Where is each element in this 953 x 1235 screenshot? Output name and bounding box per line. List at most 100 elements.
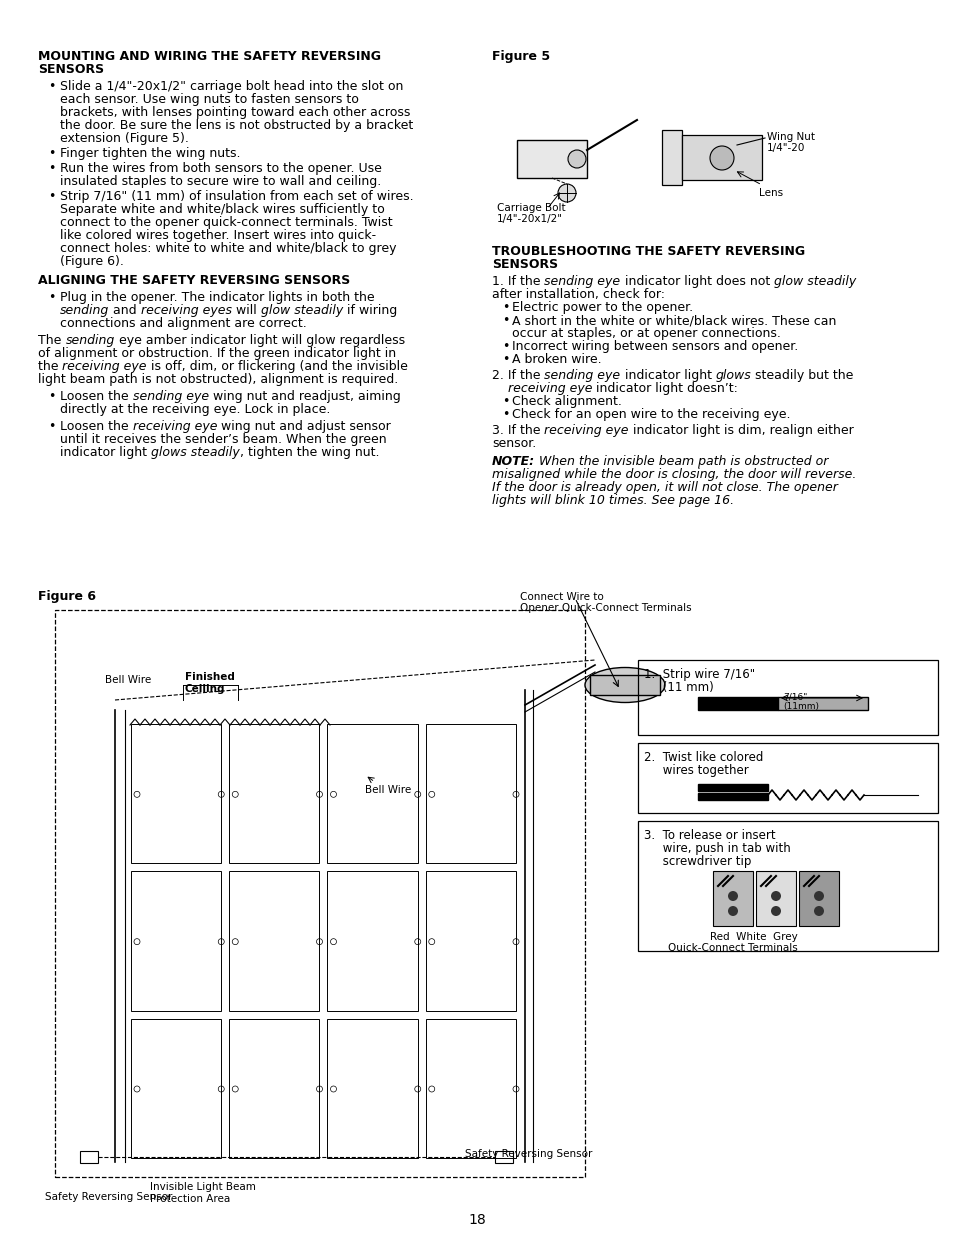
Bar [698,793,767,800]
Bar [698,697,778,710]
Text: receiving eye: receiving eye [132,420,217,433]
Text: (Figure 6).: (Figure 6). [60,254,124,268]
Text: wing nut and adjust sensor: wing nut and adjust sensor [217,420,391,433]
Text: indicator light: indicator light [620,369,715,382]
Text: brackets, with lenses pointing toward each other across: brackets, with lenses pointing toward ea… [60,106,410,119]
Text: will: will [232,304,260,317]
Text: after installation, check for:: after installation, check for: [492,288,664,301]
Bar [229,1019,319,1158]
Text: glow steadily: glow steadily [773,275,855,288]
FancyBboxPatch shape [681,135,761,180]
Bar [589,676,659,695]
Text: •: • [48,420,55,433]
Text: , tighten the wing nut.: , tighten the wing nut. [239,446,379,459]
Text: until it receives the sender’s beam. When the green: until it receives the sender’s beam. Whe… [60,433,386,446]
Text: 2.  Twist like colored: 2. Twist like colored [643,751,762,764]
Text: •: • [48,162,55,175]
Text: •: • [48,291,55,304]
Text: •: • [48,80,55,93]
Text: Safety Reversing Sensor: Safety Reversing Sensor [45,1192,172,1202]
Text: •: • [501,408,509,421]
Circle shape [770,906,781,916]
Bar [327,872,417,1010]
Text: wire, push in tab with: wire, push in tab with [643,842,790,855]
Text: connect holes: white to white and white/black to grey: connect holes: white to white and white/… [60,242,396,254]
Text: Figure 5: Figure 5 [492,49,550,63]
Text: 3. If the: 3. If the [492,424,544,437]
Text: sending: sending [60,304,110,317]
Circle shape [567,149,585,168]
Text: •: • [501,301,509,314]
Text: of alignment or obstruction. If the green indicator light in: of alignment or obstruction. If the gree… [38,347,395,359]
Text: SENSORS: SENSORS [492,258,558,270]
Text: occur at staples, or at opener connections.: occur at staples, or at opener connectio… [512,327,781,340]
Text: Connect Wire to: Connect Wire to [519,592,603,601]
Text: •: • [501,395,509,408]
Text: Loosen the: Loosen the [60,390,132,403]
Circle shape [727,906,738,916]
Text: indicator light is dim, realign either: indicator light is dim, realign either [628,424,853,437]
Text: misaligned while the door is closing, the door will reverse.: misaligned while the door is closing, th… [492,468,856,480]
Bar [327,1019,417,1158]
Bar [755,871,795,926]
Text: A short in the white or white/black wires. These can: A short in the white or white/black wire… [512,314,836,327]
Text: Electric power to the opener.: Electric power to the opener. [512,301,693,314]
Bar [638,659,937,735]
Text: The: The [38,333,66,347]
Text: Separate white and white/black wires sufficiently to: Separate white and white/black wires suf… [60,203,384,216]
Text: connections and alignment are correct.: connections and alignment are correct. [60,317,307,330]
Circle shape [813,906,823,916]
Text: 1.  Strip wire 7/16": 1. Strip wire 7/16" [643,668,755,680]
Bar [425,872,516,1010]
Text: (11 mm): (11 mm) [643,680,713,694]
Text: Check for an open wire to the receiving eye.: Check for an open wire to the receiving … [512,408,790,421]
Text: eye amber indicator light will glow regardless: eye amber indicator light will glow rega… [114,333,404,347]
Text: light beam path is not obstructed), alignment is required.: light beam path is not obstructed), alig… [38,373,397,387]
Text: Finger tighten the wing nuts.: Finger tighten the wing nuts. [60,147,240,161]
Text: receiving eye: receiving eye [63,359,147,373]
Bar [425,1019,516,1158]
Circle shape [727,890,738,902]
Text: Quick-Connect Terminals: Quick-Connect Terminals [667,944,797,953]
Bar [495,1151,513,1163]
FancyBboxPatch shape [661,130,681,185]
Text: 7/16": 7/16" [782,692,806,701]
Text: •: • [501,340,509,353]
Bar [712,871,752,926]
Text: receiving eye: receiving eye [507,382,592,395]
Bar [638,821,937,951]
Text: Loosen the: Loosen the [60,420,132,433]
Text: connect to the opener quick-connect terminals. Twist: connect to the opener quick-connect term… [60,216,393,228]
Text: sending: sending [66,333,114,347]
Text: 3.  To release or insert: 3. To release or insert [643,829,775,842]
Bar [229,872,319,1010]
Text: •: • [48,147,55,161]
Text: •: • [501,353,509,366]
Text: •: • [48,190,55,203]
Bar [131,1019,221,1158]
Text: (11mm): (11mm) [782,701,818,711]
Text: like colored wires together. Insert wires into quick-: like colored wires together. Insert wire… [60,228,375,242]
Text: steadily but the: steadily but the [751,369,853,382]
Text: Bell Wire: Bell Wire [365,785,411,795]
Bar [638,743,937,813]
Bar [327,724,417,863]
Text: indicator light: indicator light [60,446,151,459]
Text: if wiring: if wiring [342,304,396,317]
Text: NOTE:: NOTE: [492,454,535,468]
Text: •: • [501,314,509,327]
Text: glow steadily: glow steadily [260,304,342,317]
Text: directly at the receiving eye. Lock in place.: directly at the receiving eye. Lock in p… [60,403,330,416]
Text: 2. If the: 2. If the [492,369,544,382]
Text: •: • [48,390,55,403]
Text: and: and [110,304,141,317]
Text: Carriage Bolt: Carriage Bolt [497,203,565,212]
Text: extension (Figure 5).: extension (Figure 5). [60,132,189,144]
Text: screwdriver tip: screwdriver tip [643,855,751,868]
FancyBboxPatch shape [517,140,586,178]
Bar [799,871,838,926]
Text: glows: glows [715,369,751,382]
Bar [425,724,516,863]
Bar [80,1151,98,1163]
Circle shape [770,890,781,902]
